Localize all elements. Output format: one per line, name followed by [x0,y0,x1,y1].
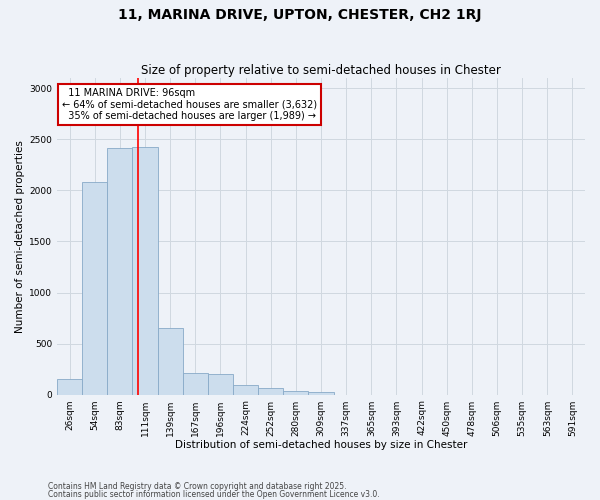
Text: 11 MARINA DRIVE: 96sqm
← 64% of semi-detached houses are smaller (3,632)
  35% o: 11 MARINA DRIVE: 96sqm ← 64% of semi-det… [62,88,317,121]
Bar [308,392,334,394]
Bar [57,379,82,394]
Title: Size of property relative to semi-detached houses in Chester: Size of property relative to semi-detach… [141,64,501,77]
Bar [133,146,158,394]
Bar [183,373,208,394]
Bar [82,182,107,394]
Bar [258,388,283,394]
Text: Contains HM Land Registry data © Crown copyright and database right 2025.: Contains HM Land Registry data © Crown c… [48,482,347,491]
X-axis label: Distribution of semi-detached houses by size in Chester: Distribution of semi-detached houses by … [175,440,467,450]
Bar [283,390,308,394]
Bar [107,148,133,394]
Text: Contains public sector information licensed under the Open Government Licence v3: Contains public sector information licen… [48,490,380,499]
Text: 11, MARINA DRIVE, UPTON, CHESTER, CH2 1RJ: 11, MARINA DRIVE, UPTON, CHESTER, CH2 1R… [118,8,482,22]
Bar [208,374,233,394]
Bar [158,328,183,394]
Bar [233,385,258,394]
Y-axis label: Number of semi-detached properties: Number of semi-detached properties [15,140,25,333]
